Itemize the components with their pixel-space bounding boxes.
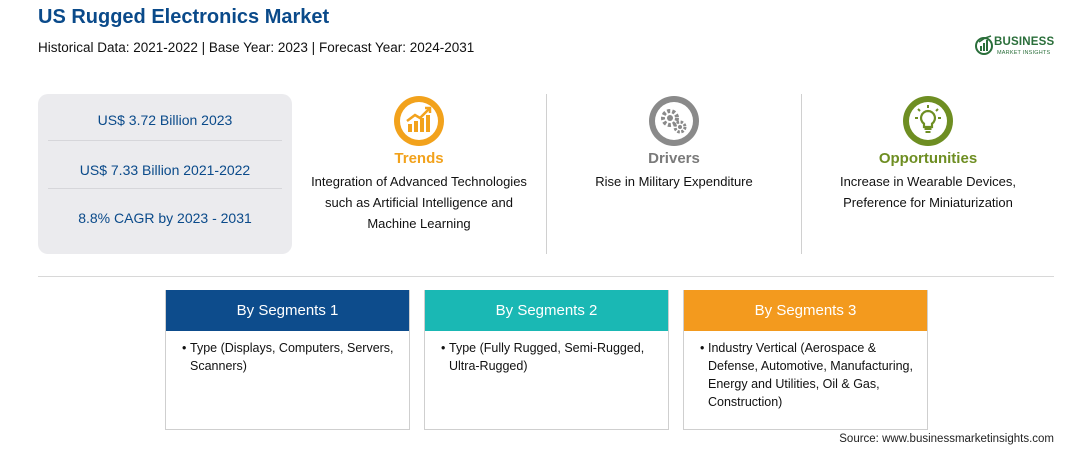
section-divider [38, 276, 1054, 277]
source-credit: Source: www.businessmarketinsights.com [839, 433, 1054, 445]
page-title: US Rugged Electronics Market [38, 6, 330, 28]
logo-wordmark: BUSINESS [994, 36, 1055, 48]
segment-card-2: By Segments 2 • Type (Fully Rugged, Semi… [424, 290, 669, 430]
bullet-marker: • [182, 341, 187, 355]
opportunities-column: Opportunities Increase in Wearable Devic… [803, 94, 1053, 213]
segment-1-body: • Type (Displays, Computers, Servers, Sc… [166, 331, 409, 375]
segment-card-3: By Segments 3 • Industry Vertical (Aeros… [683, 290, 928, 430]
trends-column: Trends Integration of Advanced Technolog… [294, 94, 544, 234]
trends-heading: Trends [394, 150, 444, 167]
bullet-marker: • [700, 341, 705, 355]
drivers-heading: Drivers [648, 150, 700, 167]
stat-cagr: 8.8% CAGR by 2023 - 2031 [78, 210, 252, 226]
stat-divider [48, 188, 282, 189]
bullet-marker: • [441, 341, 446, 355]
segment-card-1: By Segments 1 • Type (Displays, Computer… [165, 290, 410, 430]
company-logo: BUSINESS MARKET INSIGHTS [975, 34, 1061, 60]
trends-text: Integration of Advanced Technologies suc… [311, 174, 527, 231]
segment-1-text: Type (Displays, Computers, Servers, Scan… [190, 341, 394, 373]
gears-icon [649, 96, 699, 146]
logo-tagline: MARKET INSIGHTS [997, 50, 1051, 56]
stat-market-size-historical: US$ 7.33 Billion 2021-2022 [79, 162, 251, 178]
opportunities-heading: Opportunities [878, 150, 978, 167]
segment-2-text: Type (Fully Rugged, Semi-Rugged, Ultra-R… [449, 341, 645, 373]
segment-3-text: Industry Vertical (Aerospace & Defense, … [708, 341, 913, 409]
opportunities-text: Increase in Wearable Devices, Preference… [839, 174, 1017, 210]
market-stats-panel: US$ 3.72 Billion 2023 US$ 7.33 Billion 2… [38, 94, 292, 254]
segment-3-body: • Industry Vertical (Aerospace & Defense… [684, 331, 927, 411]
stat-market-size-2023: US$ 3.72 Billion 2023 [97, 112, 233, 128]
drivers-text: Rise in Military Expenditure [595, 174, 753, 189]
column-divider [546, 94, 547, 254]
stat-divider [48, 140, 282, 141]
segment-2-body: • Type (Fully Rugged, Semi-Rugged, Ultra… [425, 331, 668, 375]
logo-globe-icon [975, 35, 993, 55]
drivers-column: Drivers Rise in Military Expenditure [549, 94, 799, 192]
lightbulb-icon [903, 96, 953, 146]
segment-2-heading: By Segments 2 [425, 290, 668, 331]
page-subtitle: Historical Data: 2021-2022 | Base Year: … [38, 40, 475, 55]
segment-3-heading: By Segments 3 [684, 290, 927, 331]
growth-chart-icon [394, 96, 444, 146]
segment-1-heading: By Segments 1 [166, 290, 409, 331]
column-divider [801, 94, 802, 254]
